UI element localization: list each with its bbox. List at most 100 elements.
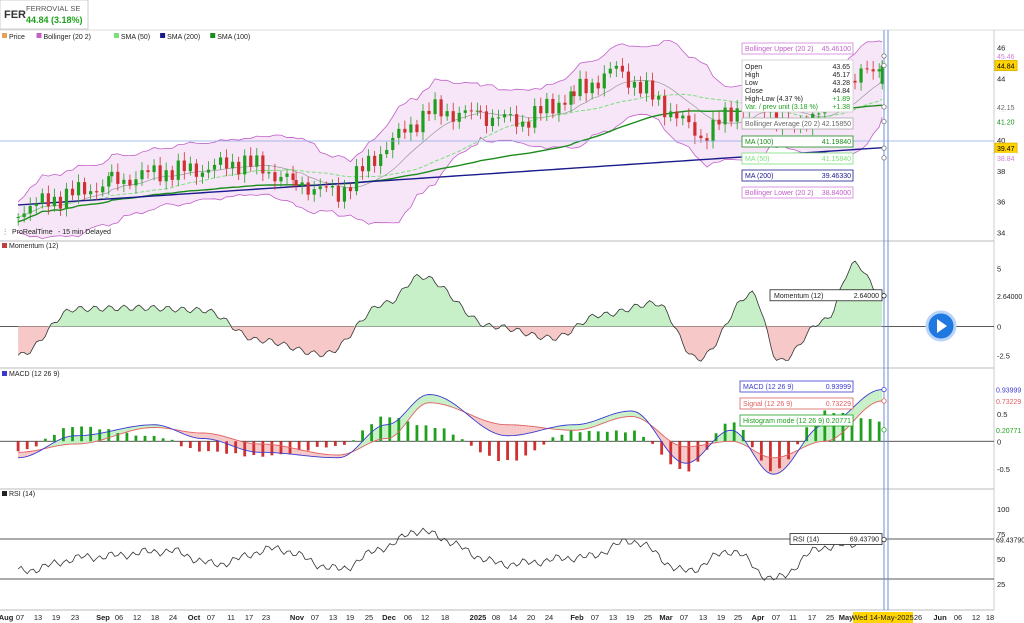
- candle-body: [52, 196, 56, 207]
- candle-body: [590, 82, 594, 94]
- macd-histogram-bar: [98, 429, 102, 442]
- macd-marker: [881, 398, 887, 404]
- macd-fill-segment: [284, 446, 288, 454]
- x-axis-label: Mar: [659, 613, 672, 622]
- macd-histogram-bar: [488, 441, 491, 456]
- candle-body: [391, 137, 395, 150]
- macd-fill-segment: [516, 424, 520, 436]
- play-icon[interactable]: [937, 319, 947, 333]
- momentum-title: Momentum (12): [9, 243, 58, 250]
- bollinger-average-label: Bollinger Average (20 2): [745, 121, 820, 128]
- macd-histogram-bar: [80, 426, 83, 442]
- macd-fill-segment: [135, 425, 139, 430]
- sma-200-line: [18, 146, 883, 206]
- macd-fill-segment: [441, 396, 445, 405]
- price-axis-badge-box: [995, 152, 1017, 163]
- play-button[interactable]: [925, 310, 957, 342]
- bollinger-band-fill: [18, 40, 883, 239]
- bollinger-lower-box: [741, 186, 854, 199]
- macd-fill-segment: [861, 397, 865, 414]
- macd-fill-segment: [196, 432, 200, 439]
- macd-fill-segment: [474, 416, 478, 423]
- candle-body: [521, 121, 525, 127]
- x-axis-label: 12: [421, 613, 429, 622]
- ohlc-label: High-Low (4.37 %): [745, 96, 803, 103]
- candle-body: [70, 188, 75, 196]
- candle-body: [360, 166, 365, 172]
- source-name: ProRealTime: [12, 229, 53, 236]
- macd-fill-segment: [601, 417, 605, 424]
- x-axis-label: 06: [115, 613, 123, 622]
- value-marker: [881, 118, 887, 125]
- x-axis: Aug 07 13 19 23 Sep 06 12 18 24 Oct 07 11 17 23 Nov 07 13…: [0, 612, 994, 623]
- candle-body: [366, 155, 371, 172]
- macd-histogram-bar: [705, 441, 709, 450]
- legend-item-label: SMA (200): [167, 34, 200, 41]
- candle-body: [817, 113, 821, 115]
- macd-fill-segment: [522, 425, 526, 435]
- macd-histogram-bar: [560, 434, 564, 442]
- x-axis-label: Jun: [933, 613, 947, 622]
- macd-fill-segment: [422, 394, 426, 405]
- macd-fill-segment: [691, 446, 695, 462]
- bollinger-lower-line: [18, 113, 883, 240]
- macd-fill-segment: [867, 393, 871, 408]
- macd-histogram-bar: [343, 441, 346, 445]
- macd-fill-segment: [229, 438, 233, 446]
- macd-fill-segment: [129, 426, 133, 432]
- macd-histogram-bar: [714, 433, 718, 442]
- macd-histogram-bar: [605, 431, 609, 442]
- candle-body: [224, 157, 229, 169]
- macd-fill-segment: [314, 452, 318, 457]
- candle-body: [496, 117, 501, 119]
- macd-histogram-bar: [642, 436, 645, 442]
- macd-fill-segment: [416, 397, 420, 410]
- macd-fill-segment: [595, 419, 599, 427]
- momentum-title-swatch: [2, 243, 7, 248]
- macd-fill-segment: [305, 450, 309, 456]
- macd-fill-segment: [577, 424, 581, 431]
- candle-body: [300, 182, 304, 186]
- ma50-value: 41.15840: [822, 156, 851, 163]
- macd-histogram-bar: [333, 441, 337, 446]
- x-axis-label: 07: [207, 613, 215, 622]
- macd-fill-segment: [190, 432, 194, 438]
- price-axis-badge-box: [995, 101, 1017, 112]
- macd-histogram-bar: [805, 427, 809, 442]
- candle-body: [128, 179, 132, 186]
- candle-body: [28, 205, 32, 214]
- macd-histogram-bar: [43, 438, 47, 442]
- bollinger-average-value: 42.15850: [822, 121, 851, 128]
- x-axis-label: 2025: [470, 613, 487, 622]
- last-candle-body: [880, 65, 884, 84]
- macd-histogram-bar: [25, 441, 29, 450]
- macd-axis: 0.5 0 -0.5 0.93999 0.73229 0.20771: [996, 388, 1021, 474]
- candle-body: [877, 69, 881, 72]
- macd-fill-segment: [740, 435, 744, 445]
- macd-fill-segment: [773, 457, 777, 475]
- candle-body: [279, 176, 283, 182]
- macd-fill-segment: [438, 395, 442, 405]
- candle-body: [596, 82, 600, 89]
- legend-swatch: [113, 33, 119, 38]
- momentum-positive-area: [18, 261, 883, 327]
- macd-fill-segment: [132, 426, 136, 431]
- macd-histogram-bar: [669, 441, 673, 465]
- price-axis-badge-box: [994, 60, 1018, 72]
- momentum-axis-tick: 0: [997, 322, 1001, 331]
- candle-body: [152, 165, 156, 173]
- macd-title: MACD (12 26 9): [9, 371, 60, 378]
- ma100-label: MA (100): [745, 139, 773, 146]
- macd-fill-segment: [432, 394, 436, 404]
- macd-fill-segment: [102, 432, 106, 440]
- legend-item-label: SMA (50): [121, 34, 150, 41]
- rsi-box-value: 69.43790: [850, 537, 879, 544]
- x-axis-label: 20: [527, 613, 535, 622]
- candle-body: [146, 170, 150, 173]
- macd-histogram-bar: [778, 441, 781, 469]
- macd-fill-segment: [429, 394, 433, 403]
- macd-fill-segment: [126, 427, 130, 432]
- macd-fill-segment: [308, 451, 312, 457]
- candle-body: [853, 80, 857, 83]
- macd-histogram-bar: [542, 441, 546, 445]
